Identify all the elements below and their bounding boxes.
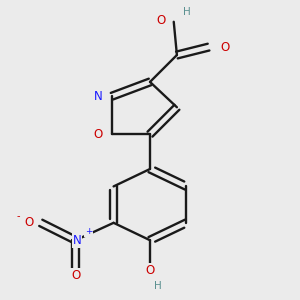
Text: O: O — [220, 40, 230, 54]
Text: N: N — [93, 90, 102, 103]
Text: H: H — [183, 7, 190, 17]
Text: O: O — [71, 268, 80, 282]
Text: O: O — [24, 216, 33, 229]
Text: -: - — [16, 212, 20, 221]
Text: O: O — [93, 128, 102, 141]
Text: O: O — [146, 264, 154, 277]
Text: N: N — [73, 234, 82, 247]
Text: H: H — [154, 280, 162, 290]
Text: +: + — [85, 227, 93, 236]
Text: O: O — [157, 14, 166, 27]
